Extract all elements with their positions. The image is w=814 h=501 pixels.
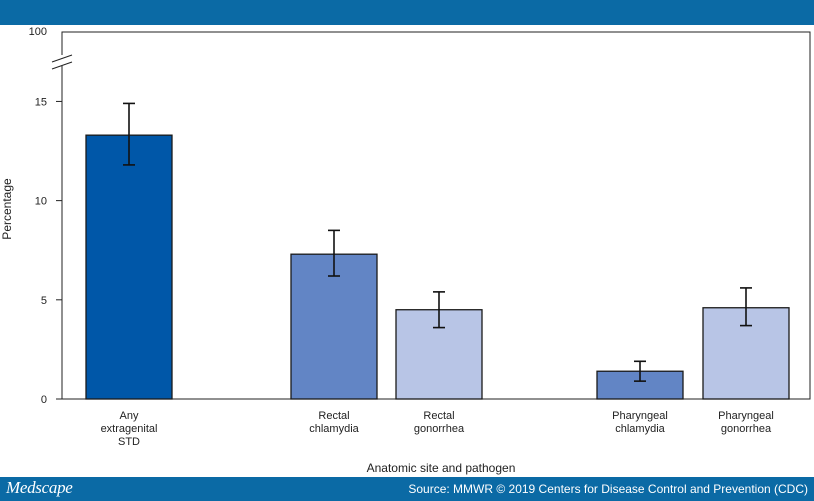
y-tick-label: 5 (41, 295, 47, 307)
x-tick-label: Rectal chlamydia (309, 410, 359, 435)
medscape-logo: Medscape (6, 478, 73, 497)
footer-bar: Medscape Source: MMWR © 2019 Centers for… (0, 477, 814, 501)
bar (290, 253, 378, 400)
y-tick-label: 10 (35, 196, 47, 208)
axis-break-line-top (51, 54, 73, 63)
source-credit: Source: MMWR © 2019 Centers for Disease … (408, 482, 808, 496)
y-tick-label: 0 (41, 394, 47, 406)
y-axis-title: Percentage (0, 178, 14, 240)
axis-break-gap (54, 55, 70, 66)
bar-chart: 0 5 10 15 Any extragenital STD Rectal chlamydia… (0, 26, 811, 475)
x-tick-label: Any extragenital STD (101, 410, 158, 448)
y-axis-top-label: 100 (29, 26, 47, 38)
x-tick-label: Rectal gonorrhea (414, 410, 465, 435)
bar (85, 134, 173, 400)
x-axis-title: Anatomic site and pathogen (367, 461, 516, 475)
axis-break-line-bottom (51, 61, 73, 70)
x-tick-label: Pharyngeal gonorrhea (718, 410, 774, 435)
x-tick-label: Pharyngeal chlamydia (612, 410, 668, 435)
y-tick-label: 15 (35, 96, 47, 108)
header-bar (0, 0, 814, 25)
